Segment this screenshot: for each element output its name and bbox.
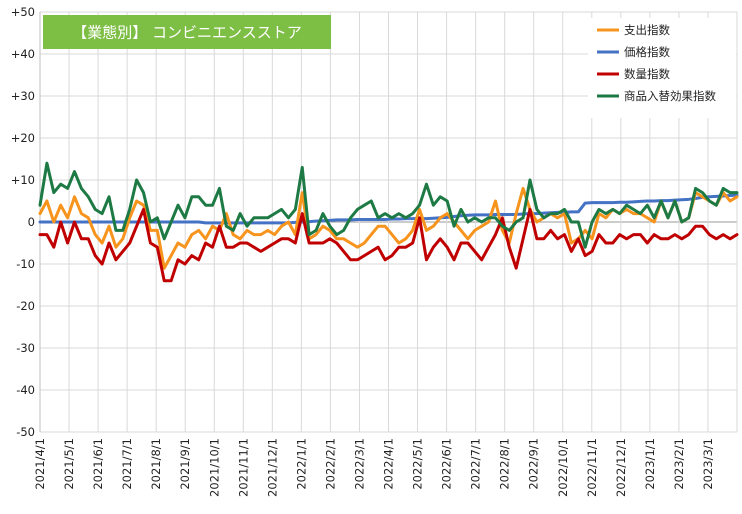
x-tick-label: 2022/9/1: [527, 438, 541, 490]
y-tick-label: -50: [16, 425, 35, 439]
x-tick-label: 2021/6/1: [91, 438, 105, 490]
y-tick-label: +20: [11, 131, 35, 145]
x-tick-label: 2021/5/1: [62, 438, 76, 490]
y-tick-label: -10: [16, 257, 35, 271]
x-tick-label: 2022/1/1: [294, 438, 308, 490]
legend-label: 支出指数: [624, 23, 670, 37]
x-tick-label: 2021/7/1: [120, 438, 134, 490]
legend-label: 価格指数: [624, 45, 670, 59]
title-background: [43, 15, 331, 49]
y-tick-label: 0: [28, 215, 35, 229]
x-tick-label: 2021/10/1: [207, 438, 221, 497]
x-tick-label: 2022/5/1: [411, 438, 425, 490]
series-lines: [38, 161, 739, 283]
x-tick-label: 2021/11/1: [236, 438, 250, 497]
x-tick-label: 2022/12/1: [614, 438, 628, 497]
chart-title: 【業態別】 コンビニエンスストア: [72, 24, 301, 42]
x-tick-label: 2023/3/1: [701, 438, 715, 490]
series-line-1: [38, 193, 739, 225]
x-tick-label: 2022/3/1: [352, 438, 366, 490]
x-tick-label: 2022/10/1: [556, 438, 570, 497]
x-tick-label: 2022/11/1: [585, 438, 599, 497]
x-tick-label: 2023/2/1: [672, 438, 686, 490]
x-tick-label: 2022/4/1: [382, 438, 396, 490]
legend-label: 商品入替効果指数: [624, 89, 716, 103]
y-tick-label: -40: [16, 383, 35, 397]
series-line-2: [38, 207, 739, 283]
x-tick-label: 2022/6/1: [440, 438, 454, 490]
y-tick-label: -20: [16, 299, 35, 313]
x-tick-label: 2021/9/1: [178, 438, 192, 490]
legend-label: 数量指数: [624, 67, 670, 81]
y-tick-label: +10: [11, 173, 35, 187]
x-tick-label: 2021/4/1: [33, 438, 47, 490]
x-tick-label: 2022/8/1: [498, 438, 512, 490]
y-tick-label: -30: [16, 341, 35, 355]
x-tick-label: 2022/7/1: [469, 438, 483, 490]
x-tick-label: 2022/2/1: [323, 438, 337, 490]
legend-background: [588, 18, 736, 118]
series-line-3: [38, 161, 739, 249]
x-tick-label: 2023/1/1: [643, 438, 657, 490]
x-tick-label: 2021/8/1: [149, 438, 163, 490]
y-tick-label: +50: [11, 5, 35, 19]
x-tick-label: 2021/12/1: [265, 438, 279, 497]
chart-title-box: 【業態別】 コンビニエンスストア: [43, 15, 331, 49]
y-tick-label: +30: [11, 89, 35, 103]
y-tick-label: +40: [11, 47, 35, 61]
